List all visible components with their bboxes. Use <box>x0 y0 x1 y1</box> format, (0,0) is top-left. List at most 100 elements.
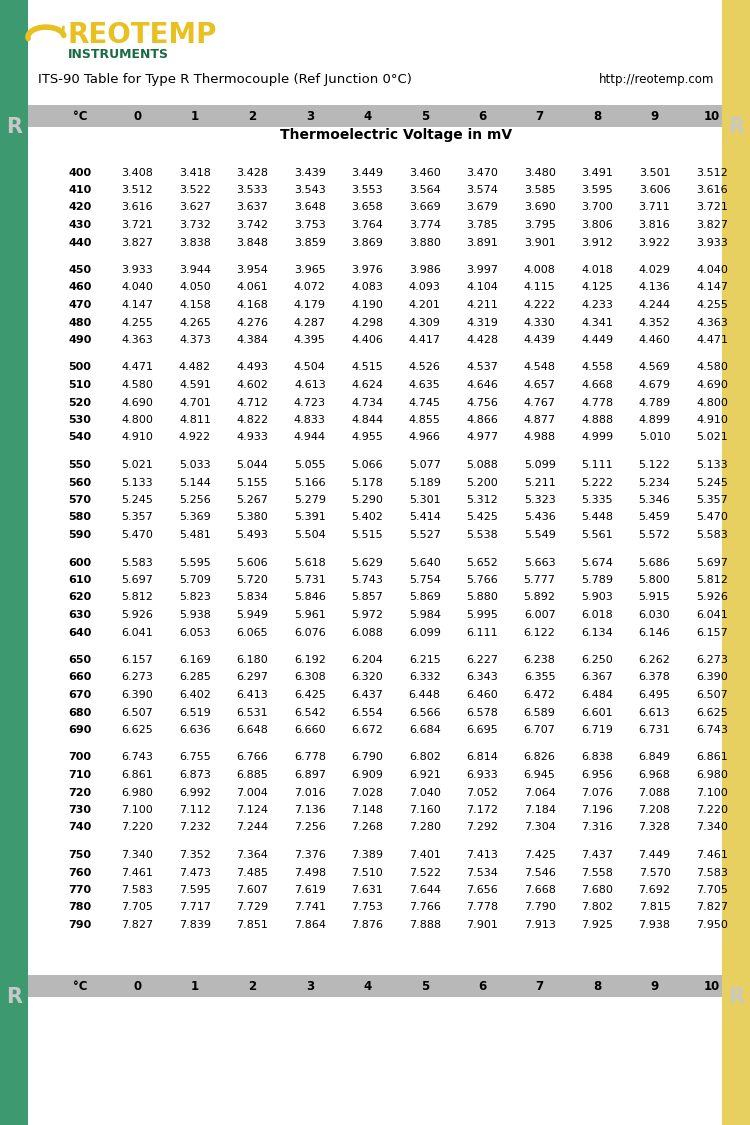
Text: 6.320: 6.320 <box>352 673 383 683</box>
Text: 680: 680 <box>68 708 92 718</box>
Text: 3.869: 3.869 <box>351 237 383 248</box>
Text: 4.988: 4.988 <box>524 432 556 442</box>
Text: 7.220: 7.220 <box>696 806 728 814</box>
Text: 6.601: 6.601 <box>581 708 613 718</box>
Text: 6.826: 6.826 <box>524 753 556 763</box>
Text: 730: 730 <box>68 806 92 814</box>
Text: 4.888: 4.888 <box>581 415 614 425</box>
Text: 4.211: 4.211 <box>466 300 498 310</box>
Text: 5.055: 5.055 <box>294 460 326 470</box>
Text: 5.088: 5.088 <box>466 460 498 470</box>
Text: 3.774: 3.774 <box>409 220 441 229</box>
Text: 4.395: 4.395 <box>294 335 326 345</box>
Text: R: R <box>728 117 744 137</box>
Text: 5.743: 5.743 <box>351 575 383 585</box>
Text: 6.589: 6.589 <box>524 708 556 718</box>
Text: 6.273: 6.273 <box>696 655 728 665</box>
Text: 7.851: 7.851 <box>236 920 268 930</box>
Text: 7.583: 7.583 <box>696 867 728 878</box>
Text: 6.007: 6.007 <box>524 610 556 620</box>
Text: 5.984: 5.984 <box>409 610 441 620</box>
Text: 6.636: 6.636 <box>179 724 211 735</box>
Text: 3.732: 3.732 <box>179 220 211 229</box>
Text: 740: 740 <box>68 822 92 832</box>
Text: 7.100: 7.100 <box>122 806 153 814</box>
Text: 4.428: 4.428 <box>466 335 498 345</box>
Text: 3.806: 3.806 <box>581 220 613 229</box>
Text: 5.166: 5.166 <box>294 477 326 487</box>
Text: 7.583: 7.583 <box>122 885 154 896</box>
Text: 6.041: 6.041 <box>122 628 153 638</box>
Text: 5.892: 5.892 <box>524 593 556 603</box>
Text: 4.933: 4.933 <box>236 432 268 442</box>
Text: 7.864: 7.864 <box>294 920 326 930</box>
Text: 7.028: 7.028 <box>351 788 383 798</box>
Text: INSTRUMENTS: INSTRUMENTS <box>68 48 169 62</box>
Text: 6.204: 6.204 <box>351 655 383 665</box>
Text: 3.616: 3.616 <box>696 184 728 195</box>
Text: R: R <box>728 987 744 1007</box>
Text: 5.144: 5.144 <box>179 477 211 487</box>
Text: 6.802: 6.802 <box>409 753 441 763</box>
Text: 5.178: 5.178 <box>351 477 383 487</box>
Text: 4.679: 4.679 <box>638 380 670 390</box>
Text: 7.196: 7.196 <box>581 806 613 814</box>
Text: 3.711: 3.711 <box>639 202 670 213</box>
Text: 4.158: 4.158 <box>179 300 211 310</box>
Text: 4.899: 4.899 <box>638 415 670 425</box>
Text: 6.122: 6.122 <box>524 628 556 638</box>
Text: 560: 560 <box>68 477 92 487</box>
Text: 4.168: 4.168 <box>236 300 268 310</box>
Text: 6.743: 6.743 <box>696 724 728 735</box>
Text: 5.686: 5.686 <box>639 558 670 567</box>
Text: 5.972: 5.972 <box>351 610 383 620</box>
Text: 6.402: 6.402 <box>179 690 211 700</box>
Text: 7.827: 7.827 <box>696 902 728 912</box>
Text: 4.083: 4.083 <box>351 282 383 292</box>
Text: 690: 690 <box>68 724 92 735</box>
Text: 7.656: 7.656 <box>466 885 498 896</box>
Text: 610: 610 <box>68 575 92 585</box>
Text: 5.380: 5.380 <box>236 513 268 522</box>
Text: 4.471: 4.471 <box>696 335 728 345</box>
Text: 7.876: 7.876 <box>351 920 383 930</box>
Text: 5.583: 5.583 <box>696 530 728 540</box>
Text: 6.018: 6.018 <box>581 610 613 620</box>
Text: 5.754: 5.754 <box>409 575 441 585</box>
Text: 790: 790 <box>68 920 92 930</box>
Text: 6.507: 6.507 <box>696 690 728 700</box>
Text: 7.619: 7.619 <box>294 885 326 896</box>
Text: 3.764: 3.764 <box>351 220 383 229</box>
Text: 4.147: 4.147 <box>696 282 728 292</box>
Text: 4.115: 4.115 <box>524 282 556 292</box>
Text: 4.580: 4.580 <box>122 380 154 390</box>
Text: 5.099: 5.099 <box>524 460 556 470</box>
Text: 6.413: 6.413 <box>236 690 268 700</box>
Text: 7.184: 7.184 <box>524 806 556 814</box>
Text: 4.136: 4.136 <box>639 282 670 292</box>
Text: 7: 7 <box>536 980 544 992</box>
Text: 5.789: 5.789 <box>581 575 613 585</box>
Text: 6.873: 6.873 <box>179 770 211 780</box>
Text: 6.273: 6.273 <box>122 673 154 683</box>
Text: 6.554: 6.554 <box>352 708 383 718</box>
Text: 4.866: 4.866 <box>466 415 498 425</box>
Text: 4.179: 4.179 <box>294 300 326 310</box>
Text: 4.439: 4.439 <box>524 335 556 345</box>
Text: 7.522: 7.522 <box>409 867 441 878</box>
Text: 3.827: 3.827 <box>696 220 728 229</box>
Text: 4.276: 4.276 <box>236 317 268 327</box>
Text: 4.244: 4.244 <box>638 300 670 310</box>
Text: 6.838: 6.838 <box>581 753 613 763</box>
Text: °C: °C <box>73 109 87 123</box>
Text: 4.966: 4.966 <box>409 432 441 442</box>
Text: 7.938: 7.938 <box>638 920 670 930</box>
Text: 7.461: 7.461 <box>122 867 154 878</box>
Text: 4.104: 4.104 <box>466 282 498 292</box>
Text: 6.053: 6.053 <box>179 628 211 638</box>
Text: 510: 510 <box>68 380 92 390</box>
Text: 7.778: 7.778 <box>466 902 498 912</box>
Text: 7.437: 7.437 <box>581 850 613 860</box>
Text: 6.448: 6.448 <box>409 690 441 700</box>
Text: 5.629: 5.629 <box>351 558 383 567</box>
